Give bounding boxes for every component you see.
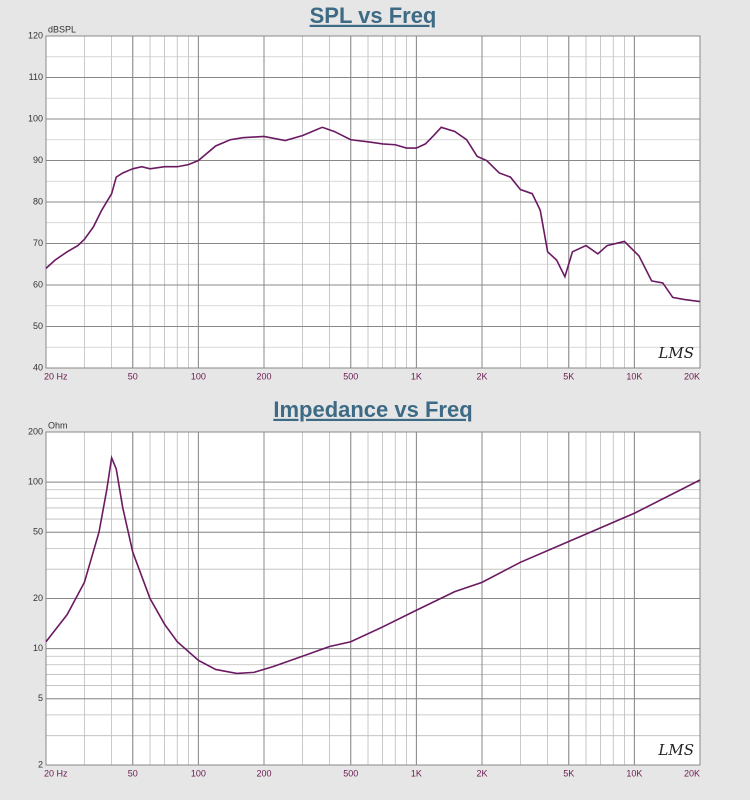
x-tick-label: 1K <box>411 371 422 381</box>
y-axis-label: dBSPL <box>48 24 76 34</box>
y-tick-label: 100 <box>28 476 43 486</box>
x-tick-label: 2K <box>476 768 487 778</box>
x-tick-label: 1K <box>411 768 422 778</box>
x-tick-label: 20 Hz <box>44 371 68 381</box>
x-tick-label: 5K <box>563 768 574 778</box>
y-tick-label: 50 <box>33 527 43 537</box>
x-tick-label: 500 <box>343 371 358 381</box>
data-line <box>45 126 701 303</box>
y-tick-label: 70 <box>33 238 43 248</box>
y-tick-label: 50 <box>33 321 43 331</box>
x-tick-label: 2K <box>476 371 487 381</box>
x-tick-label: 10K <box>626 768 642 778</box>
x-tick-label: 10K <box>626 371 642 381</box>
watermark: LMS <box>657 344 694 362</box>
data-line <box>45 454 701 675</box>
chart-title: SPL vs Freq <box>310 3 437 28</box>
x-tick-label: 100 <box>191 768 206 778</box>
x-tick-label: 200 <box>256 768 271 778</box>
watermark: LMS <box>657 741 694 759</box>
y-tick-label: 20 <box>33 593 43 603</box>
y-tick-label: 100 <box>28 113 43 123</box>
x-tick-label: 20K <box>684 768 700 778</box>
y-tick-label: 200 <box>28 426 43 436</box>
y-tick-label: 110 <box>29 72 43 82</box>
y-tick-label: 120 <box>28 30 43 40</box>
x-tick-label: 500 <box>343 768 358 778</box>
y-tick-label: 40 <box>33 362 43 372</box>
x-tick-label: 50 <box>128 371 138 381</box>
y-tick-label: 5 <box>38 693 43 703</box>
x-tick-label: 100 <box>191 371 206 381</box>
x-tick-label: 20 Hz <box>44 768 68 778</box>
y-axis-label: Ohm <box>48 420 68 430</box>
chart-title: Impedance vs Freq <box>273 397 472 422</box>
y-tick-label: 10 <box>33 643 43 653</box>
y-tick-label: 2 <box>38 759 43 769</box>
x-tick-label: 20K <box>684 371 700 381</box>
x-tick-label: 5K <box>563 371 574 381</box>
x-tick-label: 200 <box>256 371 271 381</box>
x-tick-label: 50 <box>128 768 138 778</box>
y-tick-label: 80 <box>33 196 43 206</box>
y-tick-label: 60 <box>33 279 43 289</box>
y-tick-label: 90 <box>33 155 43 165</box>
